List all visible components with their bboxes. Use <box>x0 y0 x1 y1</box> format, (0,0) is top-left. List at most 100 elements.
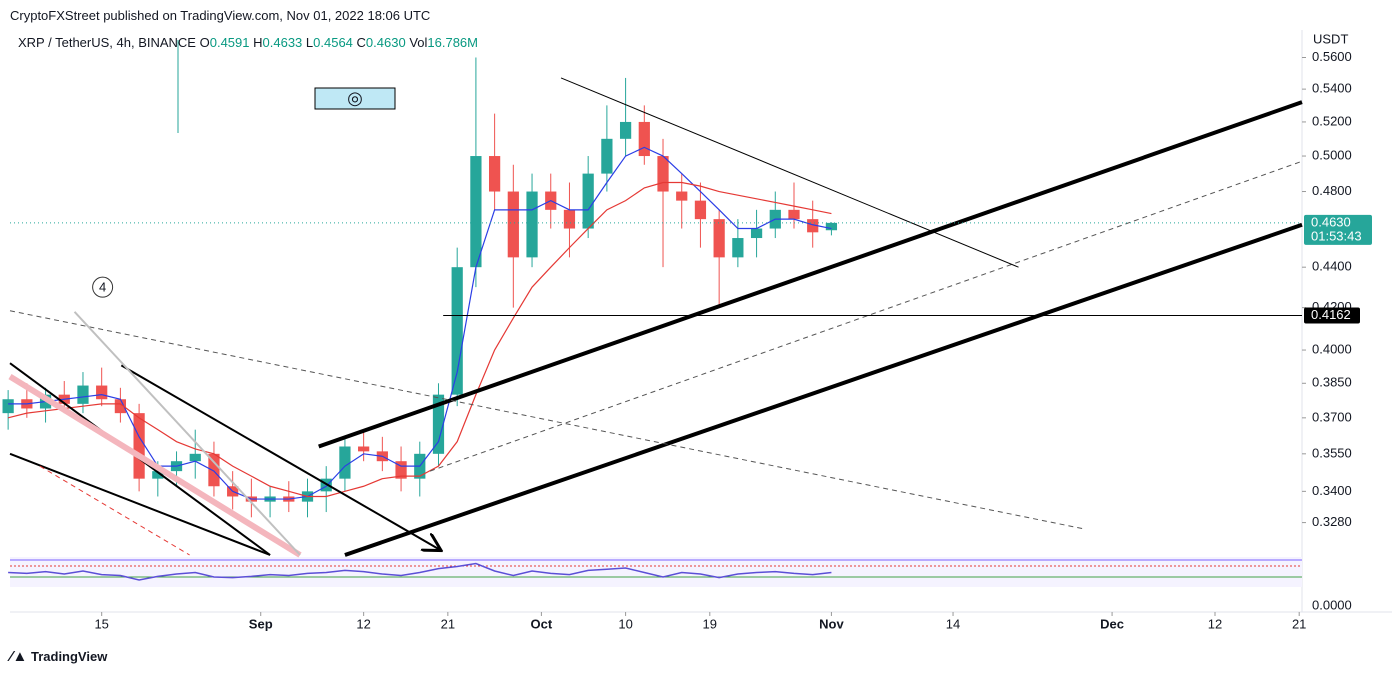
trend-line <box>8 373 302 558</box>
candle-body <box>395 461 407 479</box>
x-tick-label: Nov <box>819 616 844 631</box>
level-tag <box>1304 307 1360 324</box>
footer-text: TradingView <box>30 649 108 664</box>
candle-body <box>339 446 351 479</box>
rsi-pane <box>10 557 1302 587</box>
trend-line <box>120 364 439 549</box>
x-tick-label: 12 <box>356 616 370 631</box>
trend-line <box>9 310 1084 530</box>
countdown: 01:53:43 <box>1311 228 1362 243</box>
candle-body <box>676 191 688 201</box>
l-label: L <box>305 35 314 50</box>
x-tick-label: 14 <box>946 616 960 631</box>
candle-body <box>507 191 519 258</box>
candle-body <box>114 399 127 414</box>
moving-average <box>7 181 832 498</box>
trend-line <box>429 160 1303 472</box>
candle-body <box>77 385 89 404</box>
trend-line <box>73 311 301 556</box>
trend-line <box>318 100 1303 449</box>
vol-value: 16.786M <box>427 35 478 50</box>
candle-body <box>133 413 145 479</box>
candle-body <box>451 267 463 395</box>
y-tick-label: 0.4200 <box>1312 299 1352 314</box>
candle-body <box>694 200 707 220</box>
trend-line <box>9 362 271 556</box>
y-tick-label: 0.4000 <box>1312 341 1352 356</box>
y-tick-label: 0.3400 <box>1312 483 1352 498</box>
wave-circle <box>92 276 114 298</box>
candle-body <box>713 219 725 258</box>
candle-body <box>470 156 482 268</box>
last-price-tag <box>1304 214 1372 245</box>
candle-body <box>245 496 257 502</box>
note-icon: ◎ <box>347 88 363 108</box>
currency: USDT <box>1313 31 1348 46</box>
y-tick-label: 0.5400 <box>1312 81 1352 96</box>
candle-body <box>750 228 763 239</box>
candle-body <box>320 478 332 492</box>
candle-body <box>283 496 295 502</box>
candle-body <box>601 138 613 174</box>
candle-body <box>545 191 557 210</box>
candle-body <box>489 156 501 192</box>
candle-body <box>152 471 164 479</box>
moving-average <box>8 146 832 500</box>
candle-body <box>807 219 819 233</box>
candle-body <box>563 209 576 229</box>
x-tick-label: 15 <box>94 616 108 631</box>
trend-line <box>560 77 1019 268</box>
legend: XRP / TetherUS, 4h, BINANCE O0.4591 H0.4… <box>18 35 478 50</box>
candle-body <box>170 461 183 472</box>
y-tick-label: 0.4800 <box>1312 183 1352 198</box>
c-value: 0.4630 <box>365 35 406 50</box>
y-tick-label: 0.5600 <box>1312 49 1352 64</box>
last-price-label: 0.4630 <box>1311 214 1351 229</box>
y-tick-label: 0.0000 <box>1312 597 1352 612</box>
y-tick-label: 0.4400 <box>1312 259 1352 274</box>
candle-body <box>189 453 201 462</box>
x-tick-label: 21 <box>1292 616 1306 631</box>
o-label: O <box>199 35 210 50</box>
wave-label: 4 <box>99 280 106 295</box>
x-tick-label: 10 <box>618 616 632 631</box>
candle-body <box>825 222 838 231</box>
candle-body <box>638 121 650 157</box>
candle-body <box>21 399 33 409</box>
h-value: 0.4633 <box>262 35 303 50</box>
l-value: 0.4564 <box>313 35 353 50</box>
y-tick-label: 0.3700 <box>1312 409 1352 424</box>
trend-line <box>9 452 271 556</box>
candle-body <box>526 191 538 258</box>
trend-line <box>344 222 1303 557</box>
x-tick-label: 21 <box>441 616 455 631</box>
footer: ⁄▲ TradingView <box>10 648 108 665</box>
y-tick-label: 0.5200 <box>1312 113 1352 128</box>
y-tick-label: 0.3280 <box>1312 514 1352 529</box>
candle-body <box>227 486 239 497</box>
candle-body <box>208 453 220 487</box>
note-box <box>314 87 396 110</box>
candle-body <box>769 209 781 229</box>
rsi-line <box>8 562 832 581</box>
y-tick-label: 0.3550 <box>1312 445 1352 460</box>
candle-body <box>96 385 108 400</box>
candle-body <box>264 496 276 502</box>
x-tick-label: 12 <box>1208 616 1222 631</box>
candle-body <box>432 394 445 454</box>
vol-label: Vol <box>409 35 428 50</box>
candle-body <box>301 491 314 502</box>
y-tick-label: 0.3850 <box>1312 375 1352 390</box>
h-label: H <box>253 35 263 50</box>
x-tick-label: 19 <box>703 616 717 631</box>
trend-line <box>39 465 190 556</box>
candle-body <box>619 121 632 139</box>
candle-body <box>39 394 52 409</box>
candle-body <box>376 451 388 462</box>
level-label: 0.4162 <box>1311 307 1351 322</box>
candle-body <box>358 446 370 452</box>
symbol: XRP / TetherUS, 4h, BINANCE <box>18 35 196 50</box>
candle-body <box>58 394 70 404</box>
